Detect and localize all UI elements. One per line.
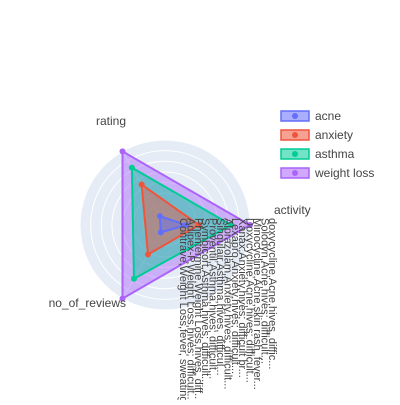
legend-marker-weight-loss xyxy=(292,170,298,176)
legend-marker-acne xyxy=(292,113,298,119)
legend-marker-asthma xyxy=(292,151,298,157)
series-area-acne xyxy=(158,215,188,234)
series-point-weight-loss xyxy=(247,222,253,228)
activity-tick-label: Adipex-P,Weight Loss,hives; difficult... xyxy=(184,218,196,400)
activity-tick-label: Symbicort,Asthma,hives; difficult... xyxy=(199,218,211,385)
axis-label-rating: rating xyxy=(96,114,126,128)
activity-tick-label: Singulair,Asthma,hives, difficul... xyxy=(214,218,226,376)
activity-tick-label: Alprazolam,Anxiety,hives; difficult... xyxy=(221,218,233,389)
series-point-asthma xyxy=(128,164,135,171)
activity-tick-label: Xanax,Anxiety,hives; difficult br... xyxy=(236,218,248,378)
activity-tick-label: Phentermine,Weight Loss,hives, diff... xyxy=(192,218,204,400)
activity-tick-label: Contrave,Weight Loss,fever, sweating, ..… xyxy=(177,218,189,400)
legend-label-asthma: asthma xyxy=(315,147,355,161)
grid-spoke xyxy=(122,224,166,299)
legend-label-acne: acne xyxy=(315,109,341,123)
series-point-weight-loss xyxy=(119,148,126,155)
activity-tick-label: Solodyn,Acne,hives; difficult... xyxy=(258,218,270,364)
series-point-weight-loss xyxy=(119,295,126,302)
series-layer xyxy=(119,148,253,302)
activity-tick-label: Lexapro,Anxiety,hives; difficult... xyxy=(229,218,241,374)
legend-label-anxiety: anxiety xyxy=(315,128,353,142)
axis-label-no_of_reviews: no_of_reviews xyxy=(49,296,126,310)
legend: acne anxiety asthma weight loss xyxy=(280,109,374,180)
activity-tick-label: Minocycline,Acne,skin rash, fever... xyxy=(251,218,263,390)
series-point-asthma xyxy=(228,222,235,228)
series-point-acne xyxy=(156,213,163,220)
legend-label-weight-loss: weight loss xyxy=(314,166,374,180)
series-point-anxiety xyxy=(145,251,151,258)
activity-tick-labels: Contrave,Weight Loss,fever, sweating, ..… xyxy=(177,218,278,405)
series-point-acne xyxy=(183,222,190,228)
activity-tick-label: doxycycline,Acne,hives, diffic... xyxy=(266,218,278,369)
series-point-anxiety xyxy=(196,222,202,228)
series-point-acne xyxy=(157,229,164,236)
legend-marker-anxiety xyxy=(292,132,298,138)
activity-tick-label: Proventil,Asthma,hives; difficult... xyxy=(207,218,219,379)
grid-spoke xyxy=(122,151,166,226)
series-point-anxiety xyxy=(138,181,145,188)
series-point-asthma xyxy=(130,275,137,282)
activity-tick-label: Doxycycline,Acne,hives; difficult... xyxy=(244,218,256,383)
axis-label-activity: activity xyxy=(274,203,311,217)
axis-labels: activity rating no_of_reviews xyxy=(49,114,311,310)
